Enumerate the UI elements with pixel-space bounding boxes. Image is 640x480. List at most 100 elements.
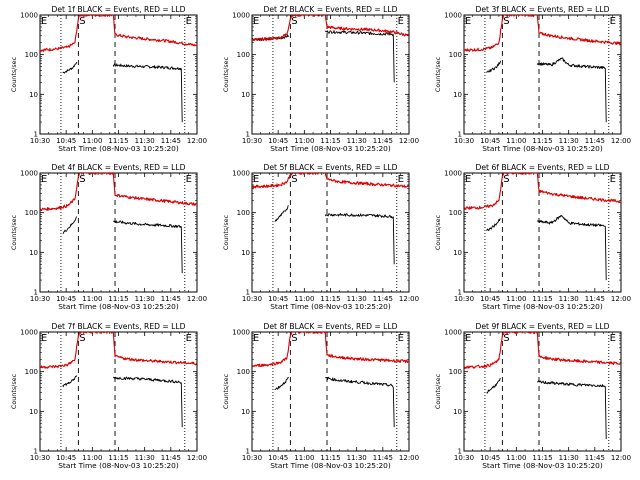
x-tick-label: 10:30 — [242, 137, 262, 145]
edge-marker-label: E — [186, 174, 192, 185]
x-tick-label: 11:45 — [373, 137, 393, 145]
lld-series-line — [252, 173, 409, 189]
y-tick-label: 10 — [453, 408, 462, 416]
x-tick-label: 11:00 — [294, 295, 314, 303]
edge-marker-label: E — [253, 174, 259, 185]
y-tick-label: 1 — [246, 448, 250, 456]
x-axis-label: Start Time (08-Nov-03 10:25:20) — [482, 461, 603, 470]
x-tick-label: 12:00 — [611, 454, 631, 462]
y-tick-label: 100 — [25, 209, 38, 217]
x-tick-label: 11:15 — [532, 137, 552, 145]
x-tick-label: 10:45 — [56, 454, 76, 462]
events-series-line — [536, 215, 607, 281]
events-series-line — [62, 216, 78, 234]
x-tick-label: 11:00 — [294, 454, 314, 462]
y-tick-label: 100 — [237, 368, 250, 376]
panel-title: Det 6f BLACK = Events, RED = LLD — [476, 163, 610, 172]
detector-panel-2: Det 2f BLACK = Events, RED = LLD 1 10 100 10… — [222, 5, 419, 153]
detector-panel-1: Det 1f BLACK = Events, RED = LLD 1 10 100 10… — [10, 5, 207, 153]
edge-marker-label: E — [610, 174, 616, 185]
detector-panel-8: Det 8f BLACK = Events, RED = LLD 1 10 100 10… — [222, 322, 419, 470]
y-tick-label: 10 — [241, 91, 250, 99]
y-axis-label: Counts/sec — [10, 56, 18, 92]
events-series-line — [112, 63, 183, 123]
x-tick-label: 11:30 — [347, 137, 367, 145]
events-series-line — [62, 375, 78, 388]
edge-marker-label: E — [186, 16, 192, 27]
x-tick-label: 10:45 — [56, 295, 76, 303]
events-series-line — [486, 60, 502, 73]
panel-title: Det 4f BLACK = Events, RED = LLD — [52, 163, 186, 172]
edge-marker-label: E — [253, 16, 259, 27]
start-marker-label: S — [79, 174, 85, 185]
x-axis-label: Start Time (08-Nov-03 10:25:20) — [270, 302, 391, 311]
start-marker-label: S — [503, 16, 509, 27]
panel-title: Det 1f BLACK = Events, RED = LLD — [52, 5, 186, 14]
y-tick-label: 1000 — [444, 170, 462, 178]
x-tick-label: 11:00 — [82, 295, 102, 303]
y-tick-label: 100 — [25, 51, 38, 59]
edge-marker-label: E — [41, 333, 47, 344]
lld-series-line — [252, 332, 409, 368]
y-tick-label: 10 — [241, 408, 250, 416]
x-axis-label: Start Time (08-Nov-03 10:25:20) — [482, 302, 603, 311]
panel-title: Det 2f BLACK = Events, RED = LLD — [264, 5, 398, 14]
x-tick-label: 12:00 — [187, 454, 207, 462]
x-tick-label: 10:30 — [30, 137, 50, 145]
lld-series-line — [252, 15, 409, 42]
x-tick-label: 12:00 — [399, 295, 419, 303]
x-tick-label: 11:30 — [135, 137, 155, 145]
x-tick-label: 11:45 — [585, 454, 605, 462]
x-tick-label: 11:00 — [82, 454, 102, 462]
x-tick-label: 10:30 — [242, 454, 262, 462]
edge-marker-label: E — [253, 333, 259, 344]
panel-title: Det 5f BLACK = Events, RED = LLD — [264, 163, 398, 172]
y-tick-label: 1 — [458, 448, 462, 456]
events-series-line — [324, 213, 395, 265]
x-tick-label: 11:15 — [532, 454, 552, 462]
edge-marker-label: E — [610, 16, 616, 27]
y-axis-label: Counts/sec — [222, 56, 230, 92]
x-tick-label: 10:45 — [480, 454, 500, 462]
x-tick-label: 12:00 — [399, 137, 419, 145]
events-series-line — [324, 30, 395, 83]
x-tick-label: 12:00 — [187, 295, 207, 303]
x-tick-label: 11:15 — [320, 295, 340, 303]
y-tick-label: 1 — [34, 289, 38, 297]
y-tick-label: 100 — [449, 51, 462, 59]
lld-series-line — [40, 173, 197, 212]
events-series-line — [536, 57, 607, 123]
start-marker-label: S — [79, 333, 85, 344]
x-tick-label: 12:00 — [187, 137, 207, 145]
x-tick-label: 11:30 — [559, 137, 579, 145]
x-tick-label: 11:30 — [347, 454, 367, 462]
plot-frame — [251, 14, 410, 135]
y-tick-label: 1000 — [232, 12, 250, 20]
plot-frame — [251, 172, 410, 293]
x-tick-label: 11:45 — [585, 295, 605, 303]
edge-marker-label: E — [465, 16, 471, 27]
start-marker-label: S — [503, 174, 509, 185]
events-series-line — [325, 376, 395, 428]
x-tick-label: 11:15 — [108, 295, 128, 303]
x-tick-label: 10:45 — [56, 137, 76, 145]
x-tick-label: 11:30 — [347, 295, 367, 303]
start-marker-label: S — [291, 333, 297, 344]
y-tick-label: 1 — [458, 131, 462, 139]
lld-series-line — [464, 332, 621, 370]
y-tick-label: 1 — [246, 131, 250, 139]
y-tick-label: 100 — [25, 368, 38, 376]
detector-panel-3: Det 3f BLACK = Events, RED = LLD 1 10 100 10… — [434, 5, 631, 153]
y-tick-label: 1000 — [232, 329, 250, 337]
y-tick-label: 10 — [453, 249, 462, 257]
plot-frame — [39, 14, 198, 135]
events-series-line — [537, 380, 607, 440]
events-series-line — [252, 34, 289, 42]
x-tick-label: 12:00 — [611, 137, 631, 145]
panel-title: Det 9f BLACK = Events, RED = LLD — [476, 322, 610, 331]
x-tick-label: 11:45 — [585, 137, 605, 145]
x-tick-label: 11:15 — [108, 454, 128, 462]
x-tick-label: 11:15 — [320, 454, 340, 462]
events-series-line — [62, 61, 78, 74]
